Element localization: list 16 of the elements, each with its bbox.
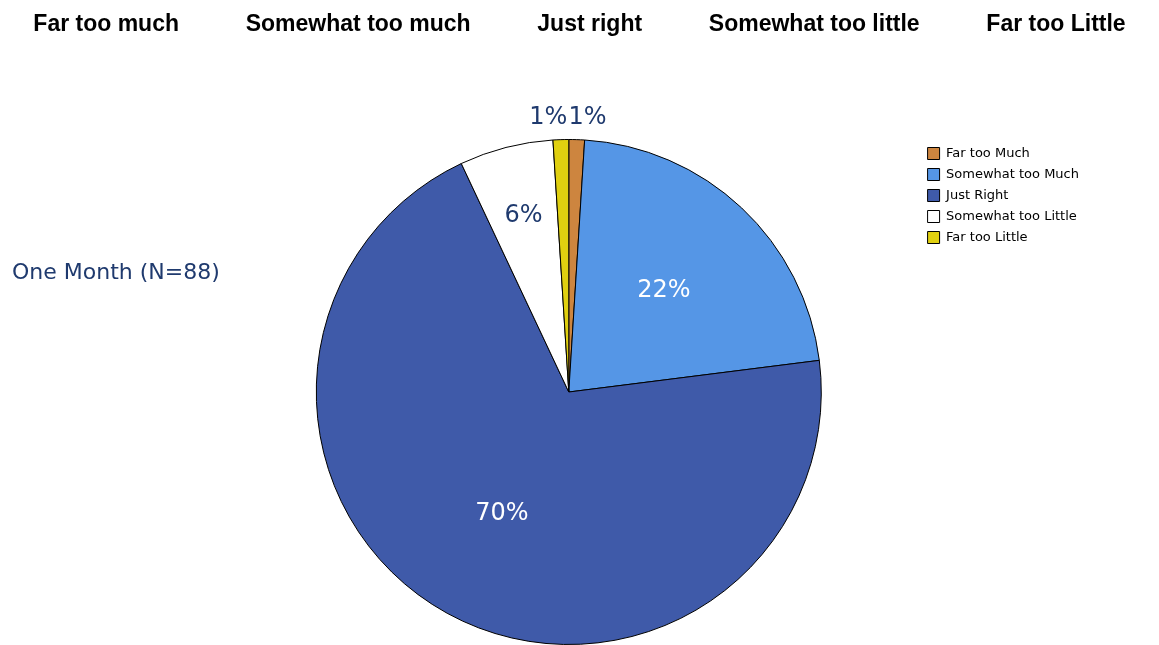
legend-label: Far too Little — [946, 228, 1028, 244]
data-label: 22% — [637, 275, 691, 303]
data-label: 70% — [475, 497, 529, 526]
legend-label: Just Right — [945, 186, 1009, 202]
legend-label: Somewhat too Little — [946, 207, 1077, 223]
text: Far too much — [33, 10, 180, 37]
text: Far too Little — [986, 10, 1126, 37]
text: Somewhat too little — [708, 10, 920, 37]
legend-label: Somewhat too Much — [946, 165, 1080, 181]
text: One Month (N=88) — [12, 259, 220, 284]
legend-label: Far too Much — [946, 144, 1030, 160]
data-label: 1% — [568, 101, 607, 130]
text: Somewhat too much — [245, 10, 471, 37]
data-label: 6% — [504, 200, 543, 229]
data-label: 1% — [529, 101, 568, 130]
text: Just right — [537, 10, 643, 37]
